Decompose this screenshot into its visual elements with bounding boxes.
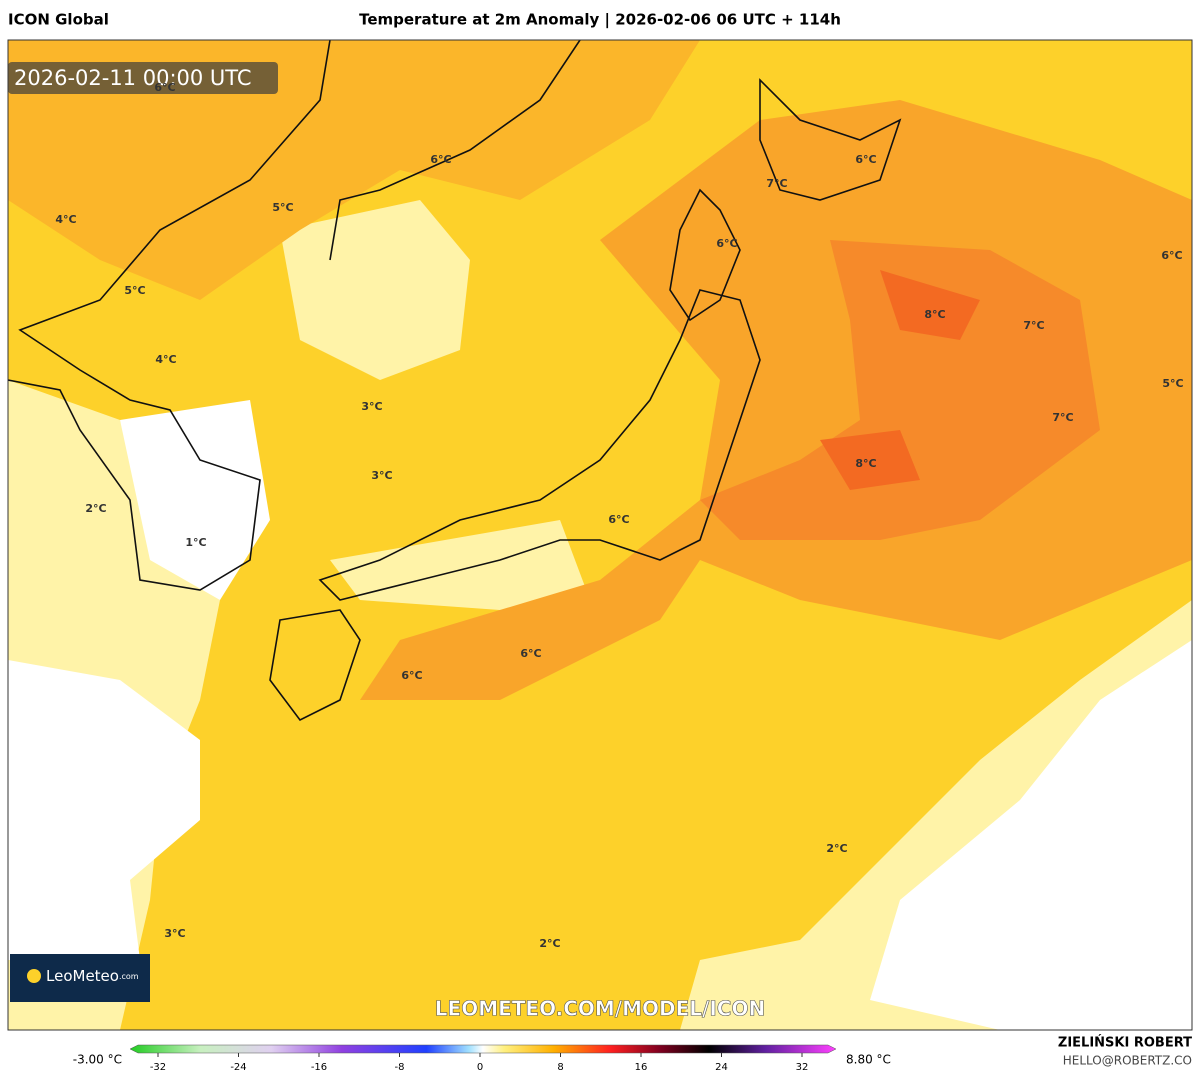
- map-label: 7°C: [1023, 319, 1044, 332]
- model-name: ICON Global: [8, 11, 109, 29]
- map-label: 6°C: [1161, 249, 1182, 262]
- map-label: 4°C: [55, 213, 76, 226]
- map-label: 5°C: [124, 284, 145, 297]
- logo-name: LeoMeteo: [46, 967, 119, 985]
- field-white: [120, 400, 270, 600]
- colorbar-tick-label: -16: [311, 1062, 327, 1073]
- field-light: [330, 520, 590, 610]
- map-label: 3°C: [371, 469, 392, 482]
- field-dark-orange: [700, 240, 1100, 540]
- colorbar-tick-label: -8: [395, 1062, 405, 1073]
- map-label: 6°C: [716, 237, 737, 250]
- field-deep-orange: [820, 270, 980, 490]
- map-label: 2°C: [826, 842, 847, 855]
- timestamp: 2026-02-11 00:00 UTC: [14, 66, 252, 90]
- colorbar-max: 8.80 °C: [846, 1053, 891, 1067]
- map-label: 6°C: [608, 513, 629, 526]
- map-title: Temperature at 2m Anomaly | 2026-02-06 0…: [359, 11, 841, 30]
- map-label: 2°C: [85, 502, 106, 515]
- map-label: 6°C: [855, 153, 876, 166]
- watermark: LEOMETEO.COM/MODEL/ICON: [435, 997, 765, 1021]
- coastlines: [8, 40, 902, 722]
- colorbar: [129, 1044, 837, 1054]
- map-label: 3°C: [361, 400, 382, 413]
- colorbar-tick-label: 24: [715, 1062, 728, 1073]
- logo-text: LeoMeteo.com: [46, 967, 139, 985]
- map-label: 6°C: [520, 647, 541, 660]
- map-label: 8°C: [855, 457, 876, 470]
- map-label: 7°C: [766, 177, 787, 190]
- field-white: [8, 660, 200, 960]
- field-orange: [8, 40, 700, 300]
- map-label: 3°C: [164, 927, 185, 940]
- colorbar-tick-label: 16: [635, 1062, 648, 1073]
- map-label: 6°C: [401, 669, 422, 682]
- colorbar-tick-label: 32: [796, 1062, 809, 1073]
- map-label: 6°C: [430, 153, 451, 166]
- field-white: [870, 640, 1192, 1030]
- colorbar-tick-label: -32: [150, 1062, 166, 1073]
- logo-suffix: .com: [119, 972, 139, 981]
- map-label: 2°C: [539, 937, 560, 950]
- colorbar-ticks: -32 -24 -16 -8 0 8 16 24 32: [150, 1053, 809, 1073]
- colorbar-min: -3.00 °C: [73, 1053, 122, 1067]
- map-label: 8°C: [924, 308, 945, 321]
- logo-sun: [27, 969, 41, 983]
- author: ZIELIŃSKI ROBERT: [1058, 1035, 1192, 1051]
- map-label: 1°C: [185, 536, 206, 549]
- map-label: 4°C: [155, 353, 176, 366]
- map-label: 6°C: [154, 81, 175, 94]
- colorbar-tick-label: 8: [557, 1062, 563, 1073]
- timestamp-box: [8, 62, 278, 94]
- map-label: 5°C: [1162, 377, 1183, 390]
- contact: HELLO@ROBERTZ.CO: [1063, 1054, 1192, 1068]
- colorbar-tick-label: 0: [477, 1062, 483, 1073]
- map-area: [8, 40, 1192, 1030]
- field-light: [280, 200, 470, 380]
- map-label: 5°C: [272, 201, 293, 214]
- map-frame: [7, 39, 1193, 1031]
- map-label: 7°C: [1052, 411, 1073, 424]
- colorbar-tick-label: -24: [230, 1062, 246, 1073]
- map-labels: 6°C 6°C 5°C 4°C 5°C 4°C 3°C 3°C 2°C 1°C 7°C 6°C 6°C 6…: [55, 81, 1183, 950]
